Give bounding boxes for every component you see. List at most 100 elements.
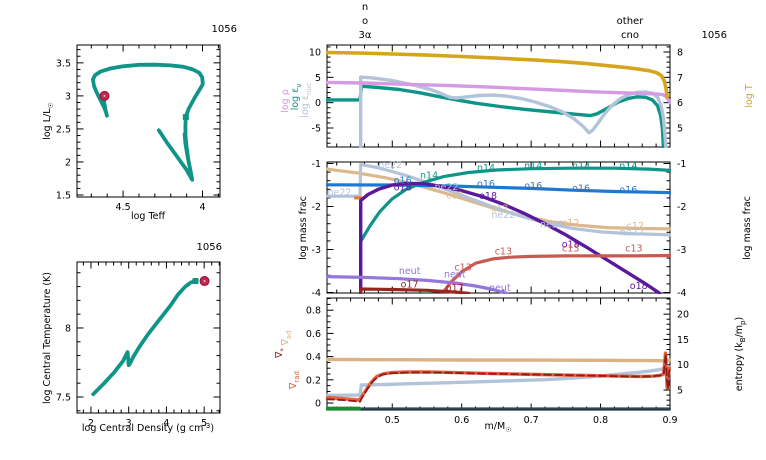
right-tick-label: 5 bbox=[677, 386, 683, 397]
isotope-tag-ne22: ne22 bbox=[540, 220, 564, 231]
marker-track-node bbox=[192, 278, 199, 285]
isotope-tag-neut: neut bbox=[489, 283, 511, 294]
gradient-panel-series-group bbox=[326, 351, 671, 411]
isotope-tag-c12: c12 bbox=[562, 218, 579, 229]
isotope-tag-c13: c13 bbox=[454, 263, 471, 274]
x-tick-label: 5 bbox=[201, 418, 207, 429]
x-tick-label: 3 bbox=[126, 418, 132, 429]
y-tick-label: 1.5 bbox=[56, 191, 71, 202]
y-tick-label: 10 bbox=[309, 47, 321, 58]
hr-diagram-y-axis-label: log L/L☉ bbox=[42, 102, 55, 140]
right-tick-label: -3 bbox=[677, 245, 686, 256]
series-evolution-track bbox=[91, 62, 205, 182]
isotope-tag-neut: neut bbox=[399, 266, 421, 277]
isotope-tag-o18: o18 bbox=[630, 281, 648, 292]
central-conditions-series-group bbox=[91, 276, 210, 397]
profiles-model-number: 1056 bbox=[701, 30, 727, 41]
isotope-tag-n14: n14 bbox=[420, 171, 438, 182]
right-tick-label: 15 bbox=[677, 335, 689, 346]
y-tick-label: 0.8 bbox=[306, 306, 321, 317]
side-label: ∇rad bbox=[288, 371, 301, 390]
isotope-tag-o16: o16 bbox=[572, 183, 590, 194]
x-tick-label: 2 bbox=[88, 418, 94, 429]
y-tick-label: -5 bbox=[312, 123, 321, 134]
series-ne22 bbox=[326, 162, 671, 237]
y-tick-label: 7.5 bbox=[56, 392, 71, 403]
series-entropy bbox=[326, 365, 671, 398]
isotope-tag-n14: n14 bbox=[572, 161, 590, 172]
y-tick-label: 8 bbox=[65, 323, 71, 334]
isotope-tag-n14: n14 bbox=[619, 161, 637, 172]
isotope-tag-c13: c13 bbox=[495, 247, 512, 258]
isotope-tag-ne22: ne22 bbox=[491, 210, 515, 221]
series-o18 bbox=[359, 181, 662, 294]
isotope-tag-c12: c12 bbox=[627, 221, 644, 232]
burn-label-3alpha: 3α bbox=[358, 30, 372, 41]
isotope-tag-o17: o17 bbox=[446, 283, 464, 294]
central-model-number: 1056 bbox=[196, 242, 222, 253]
central-conditions-y-axis-label: log Central Temperature (K) bbox=[42, 272, 53, 404]
isotope-tag-ne22: ne22 bbox=[328, 188, 352, 199]
side-label: ∇ad bbox=[280, 330, 293, 346]
side-label: log εnuc bbox=[300, 82, 313, 118]
y-tick-label: 0.2 bbox=[306, 375, 321, 386]
x-tick-label: 4 bbox=[199, 202, 205, 213]
y-tick-label: 0.6 bbox=[306, 329, 321, 340]
burn-label-n: n bbox=[361, 2, 369, 13]
series-log-eps-nu bbox=[326, 84, 666, 148]
series-neut bbox=[326, 275, 509, 294]
abundance-panel-series-group bbox=[326, 162, 671, 294]
hr-diagram-x-axis-label: log Teff bbox=[131, 211, 166, 222]
isotope-tag-o16: o16 bbox=[477, 179, 495, 190]
burn-label-cno: cno bbox=[621, 30, 639, 41]
y-tick-label: -3 bbox=[312, 245, 321, 256]
side-label: log mass frac bbox=[298, 196, 309, 260]
central-conditions: 2 3 4 5 7.5 8 log Central Density (g cm-3) log … bbox=[42, 261, 221, 434]
right-tick-label: 8 bbox=[677, 47, 683, 58]
x-tick-label: 4.5 bbox=[116, 202, 131, 213]
isotope-tag-c13: c13 bbox=[625, 244, 642, 255]
x-tick-label: 0.8 bbox=[593, 415, 608, 426]
isotope-tag-c13: c13 bbox=[562, 244, 579, 255]
hr-diagram-frame bbox=[76, 44, 221, 198]
isotope-tag-o16: o16 bbox=[524, 181, 542, 192]
x-tick-label: 4 bbox=[163, 418, 169, 429]
x-tick-label: 0.5 bbox=[385, 415, 400, 426]
isotope-tag-ne22: ne22 bbox=[434, 182, 458, 193]
power-panel-frame bbox=[326, 44, 671, 148]
marker-center-dot bbox=[103, 94, 106, 97]
isotope-tag-n14: n14 bbox=[524, 161, 542, 172]
isotope-tag-ne22: ne22 bbox=[378, 160, 402, 171]
series-log-rho bbox=[326, 80, 671, 104]
right-tick-label: -4 bbox=[677, 288, 686, 299]
right-tick-label: 5 bbox=[677, 123, 683, 134]
y-tick-label: 5 bbox=[315, 73, 321, 84]
hr-diagram-series-group bbox=[91, 62, 205, 182]
right-tick-label: 6 bbox=[677, 98, 683, 109]
burn-label-other: other bbox=[616, 16, 644, 27]
series-c13 bbox=[440, 253, 671, 294]
series-log-T bbox=[326, 50, 670, 99]
gradient-panel-right-axis-label: entropy (kB/mp) bbox=[734, 317, 747, 391]
central-conditions-x-axis-label: log Central Density (g cm-3) bbox=[82, 422, 214, 434]
isotope-tag-o18: o18 bbox=[562, 239, 580, 250]
isotope-tag-o18: o18 bbox=[479, 191, 497, 202]
hr-diagram: 4.5 4 1.5 2 2.5 3 3.5 log Teff log L/L☉ bbox=[42, 44, 221, 222]
right-tick-label: 20 bbox=[677, 310, 689, 321]
isotope-tag-o17: o17 bbox=[401, 280, 419, 291]
side-label: log εν bbox=[290, 84, 303, 111]
x-tick-label: 0.6 bbox=[454, 415, 469, 426]
isotope-tag-ne22: ne22 bbox=[620, 227, 644, 238]
marker-center-dot bbox=[203, 280, 206, 283]
y-tick-label: -4 bbox=[312, 288, 321, 299]
gradient-panel-x-axis-label: m/M☉ bbox=[485, 421, 512, 434]
series-o16 bbox=[326, 183, 671, 195]
right-tick-label: 7 bbox=[677, 73, 683, 84]
y-tick-label: 3 bbox=[65, 91, 71, 102]
series-n14 bbox=[359, 166, 671, 243]
side-label: ∇* bbox=[274, 348, 287, 359]
hr-model-number: 1056 bbox=[211, 24, 237, 35]
power-panel-series-group bbox=[326, 50, 671, 148]
